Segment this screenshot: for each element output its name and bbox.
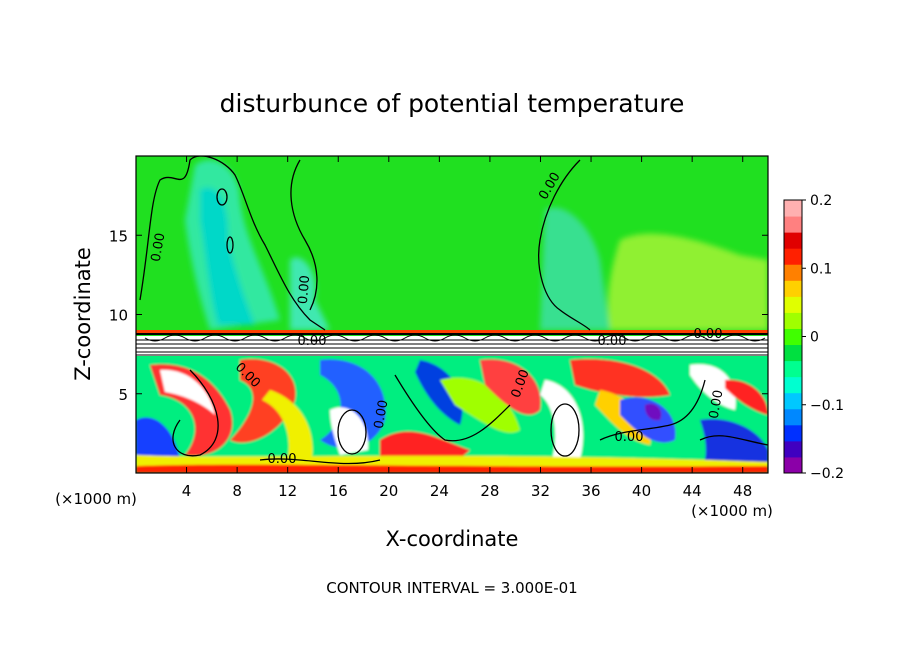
x-tick-label: 28 bbox=[480, 482, 499, 500]
colorbar-tick-label: 0 bbox=[810, 330, 819, 346]
contour-loop-1 bbox=[216, 188, 228, 206]
colorbar-tick-label: −0.1 bbox=[810, 398, 844, 414]
colorbar-swatch bbox=[784, 248, 802, 265]
red-swirl-6 bbox=[725, 379, 768, 415]
contour-lower-2 bbox=[259, 458, 381, 465]
y-tick-label: 15 bbox=[109, 227, 128, 245]
x-tick-label: 8 bbox=[232, 482, 242, 500]
plot-area: 0.00 0.00 0.00 0.00 0.00 0.00 0.00 0.00 … bbox=[136, 156, 768, 473]
colorbar-tick-label: 0.1 bbox=[810, 261, 832, 277]
contour-label: 0.00 bbox=[298, 334, 327, 349]
red-bottom-strip bbox=[136, 464, 768, 473]
yellow-patch-right bbox=[608, 233, 768, 330]
x-tick-label: 40 bbox=[632, 482, 651, 500]
cyan-patch-left-inner bbox=[200, 187, 255, 325]
colorbar-swatch bbox=[784, 440, 802, 458]
y-tick-label: 5 bbox=[118, 386, 128, 404]
green-yellow-band bbox=[440, 377, 520, 433]
contour-lower-5 bbox=[699, 435, 768, 446]
colorbar-swatch bbox=[784, 312, 802, 329]
colorbar-swatch bbox=[784, 328, 802, 346]
x-axis-label: X-coordinate bbox=[386, 527, 519, 551]
x-tick-label: 32 bbox=[531, 482, 550, 500]
white-swirl-1 bbox=[160, 369, 215, 415]
contour-interval-note: CONTOUR INTERVAL = 3.000E-01 bbox=[326, 579, 577, 597]
contour-label: 0.00 bbox=[296, 275, 313, 305]
blue-swirl-3 bbox=[415, 360, 463, 425]
cyan-patch-right bbox=[540, 207, 610, 330]
x-tick-label: 4 bbox=[182, 482, 192, 500]
colorbar-swatch bbox=[784, 264, 802, 281]
purple-core bbox=[644, 403, 662, 421]
x-tick-label: 12 bbox=[278, 482, 297, 500]
y-axis-ticks: 5 10 15 bbox=[109, 227, 768, 404]
white-swirl-3 bbox=[540, 380, 584, 465]
y-tick-label: 10 bbox=[109, 307, 128, 325]
x-unit-right: (×1000 m) bbox=[691, 502, 773, 520]
x-tick-label: 24 bbox=[430, 482, 449, 500]
colorbar-swatch bbox=[784, 424, 802, 442]
contour-loop-3 bbox=[337, 409, 367, 455]
chart-title: disturbunce of potential temperature bbox=[220, 89, 685, 118]
x-tick-label: 44 bbox=[683, 482, 702, 500]
colorbar-ticks: 0.2 0.1 0 −0.1 −0.2 bbox=[802, 193, 844, 482]
contour-lower-3 bbox=[394, 374, 511, 442]
contour-lines bbox=[139, 156, 768, 465]
colorbar-tick-label: −0.2 bbox=[810, 466, 844, 482]
colorbar-swatch bbox=[784, 360, 802, 378]
contour-lower-1 bbox=[172, 369, 219, 457]
blue-swirl-5 bbox=[700, 419, 768, 473]
contour-label: 0.00 bbox=[598, 334, 627, 349]
colorbar-swatch bbox=[784, 408, 802, 426]
x-tick-label: 20 bbox=[379, 482, 398, 500]
contour-loop-4 bbox=[550, 403, 580, 457]
colorbar-tick-label: 0.2 bbox=[810, 193, 832, 209]
red-swirl-2 bbox=[230, 359, 296, 443]
y-axis-label: Z-coordinate bbox=[71, 247, 95, 381]
colorbar-swatch bbox=[784, 216, 802, 233]
x-axis-ticks: 4 8 12 16 20 24 28 32 36 40 44 48 bbox=[182, 156, 752, 500]
x-unit-left: (×1000 m) bbox=[55, 490, 137, 508]
colorbar-swatch bbox=[784, 296, 802, 313]
white-swirl-4 bbox=[690, 364, 736, 410]
contour-label: 0.00 bbox=[149, 232, 169, 263]
contour-label: 0.00 bbox=[268, 452, 297, 467]
colorbar-swatch bbox=[784, 376, 802, 394]
contour-upper-left bbox=[139, 156, 326, 331]
blue-swirl-4 bbox=[620, 397, 676, 443]
interface-layer bbox=[136, 330, 768, 356]
contour-label: 0.00 bbox=[372, 399, 392, 430]
colorbar-swatch bbox=[784, 200, 802, 217]
lower-layer-field bbox=[136, 356, 768, 473]
colorbar-swatch bbox=[784, 232, 802, 249]
colorbar-swatch bbox=[784, 280, 802, 297]
red-swirl-5 bbox=[570, 359, 670, 397]
x-tick-label: 16 bbox=[329, 482, 348, 500]
contour-loop-2 bbox=[226, 236, 234, 254]
yellow-band-1 bbox=[262, 390, 313, 470]
cyan-patch-mid bbox=[290, 257, 330, 330]
colorbar-swatch bbox=[784, 344, 802, 362]
contour-label: 0.00 bbox=[615, 430, 644, 445]
red-swirl-4 bbox=[480, 359, 541, 415]
x-tick-label: 36 bbox=[581, 482, 600, 500]
colorbar-swatch bbox=[784, 392, 802, 410]
contour-lower-4 bbox=[599, 379, 706, 441]
contour-upper-right bbox=[538, 159, 591, 331]
colorbar bbox=[784, 200, 802, 474]
contour-upper-mid bbox=[290, 159, 318, 311]
contour-label: 0.00 bbox=[694, 327, 723, 342]
contour-label: 0.00 bbox=[707, 389, 727, 420]
x-tick-label: 48 bbox=[733, 482, 752, 500]
colorbar-swatch bbox=[784, 456, 802, 474]
